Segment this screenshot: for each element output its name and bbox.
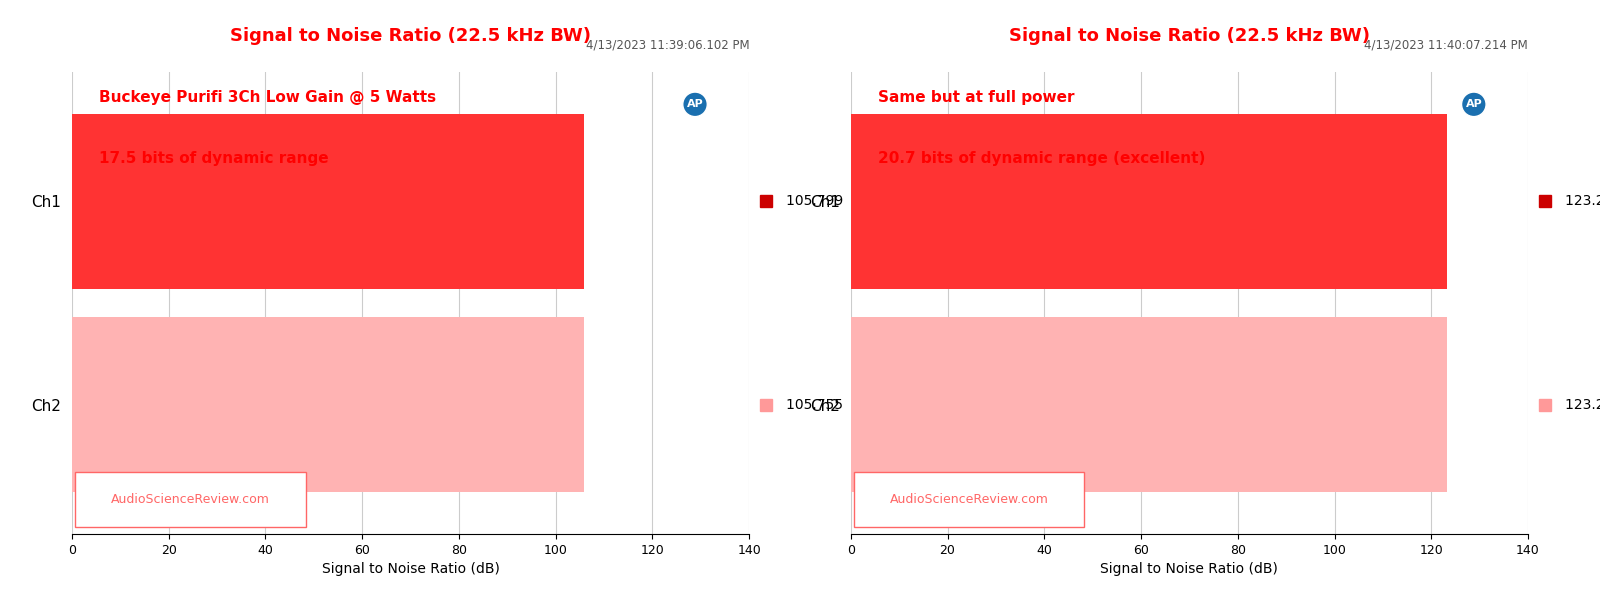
Bar [72,317,584,493]
Title: Signal to Noise Ratio (22.5 kHz BW): Signal to Noise Ratio (22.5 kHz BW) [230,28,590,46]
Text: AudioScienceReview.com: AudioScienceReview.com [890,493,1048,506]
Text: 20.7 bits of dynamic range (excellent): 20.7 bits of dynamic range (excellent) [878,151,1205,166]
Text: 105.755  dB: 105.755 dB [787,398,870,412]
Text: Same but at full power: Same but at full power [878,91,1074,106]
Bar [72,113,584,289]
Title: Signal to Noise Ratio (22.5 kHz BW): Signal to Noise Ratio (22.5 kHz BW) [1010,28,1370,46]
Bar [851,317,1446,493]
Text: AudioScienceReview.com: AudioScienceReview.com [110,493,270,506]
Text: 123.255  dB: 123.255 dB [1565,398,1600,412]
Text: AP: AP [1466,100,1482,109]
X-axis label: Signal to Noise Ratio (dB): Signal to Noise Ratio (dB) [1101,562,1278,576]
Text: AP: AP [686,100,704,109]
Bar [851,113,1446,289]
Text: 4/13/2023 11:40:07.214 PM: 4/13/2023 11:40:07.214 PM [1365,38,1528,51]
FancyBboxPatch shape [854,472,1085,527]
Text: 105.799  dB: 105.799 dB [787,194,870,208]
Text: 4/13/2023 11:39:06.102 PM: 4/13/2023 11:39:06.102 PM [586,38,749,51]
FancyBboxPatch shape [75,472,306,527]
Text: Buckeye Purifi 3Ch Low Gain @ 5 Watts: Buckeye Purifi 3Ch Low Gain @ 5 Watts [99,91,437,106]
Text: 17.5 bits of dynamic range: 17.5 bits of dynamic range [99,151,328,166]
X-axis label: Signal to Noise Ratio (dB): Signal to Noise Ratio (dB) [322,562,499,576]
Text: 123.233  dB: 123.233 dB [1565,194,1600,208]
